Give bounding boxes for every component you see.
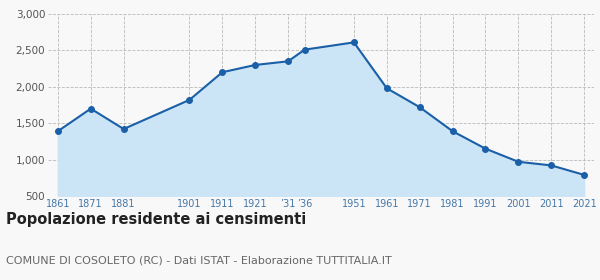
Text: Popolazione residente ai censimenti: Popolazione residente ai censimenti: [6, 212, 306, 227]
Text: COMUNE DI COSOLETO (RC) - Dati ISTAT - Elaborazione TUTTITALIA.IT: COMUNE DI COSOLETO (RC) - Dati ISTAT - E…: [6, 255, 392, 265]
